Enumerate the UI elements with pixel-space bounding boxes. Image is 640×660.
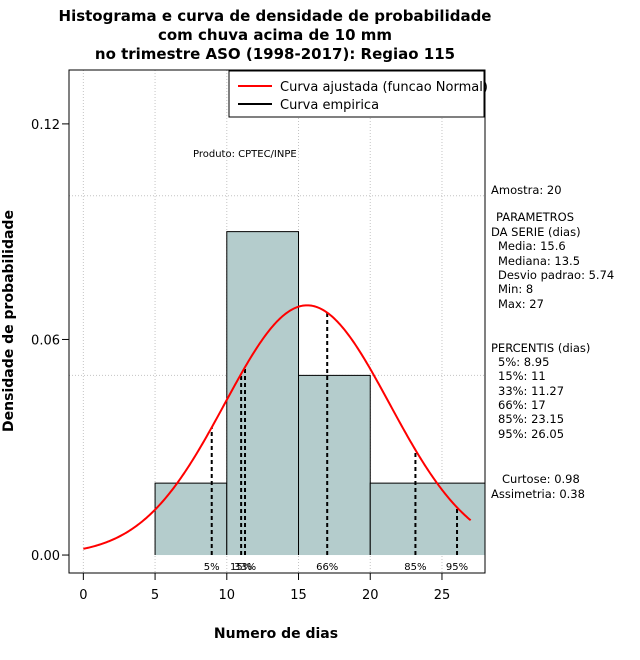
stats-p33: 33%: 11.27 <box>498 384 564 398</box>
product-label: Produto: CPTEC/INPE <box>193 149 297 160</box>
y-tick-label: 0.00 <box>31 549 60 564</box>
legend: Curva ajustada (funcao Normal) Curva emp… <box>228 70 488 118</box>
stats-mediana: Mediana: 13.5 <box>498 254 580 268</box>
stats-p95: 95%: 26.05 <box>498 427 564 441</box>
percentile-label: 66% <box>316 562 338 573</box>
histogram-bar-outline <box>298 374 371 556</box>
normal-curve <box>83 304 472 550</box>
stats-amostra: Amostra: 20 <box>491 183 562 197</box>
stats-min: Min: 8 <box>498 282 533 296</box>
y-axis-label: Densidade de probabilidade <box>1 210 17 432</box>
legend-box <box>228 70 485 118</box>
histogram-bar <box>298 375 371 556</box>
chart-title-line-3: no trimestre ASO (1998-2017): Regiao 115 <box>95 45 455 63</box>
percentile-label: 5% <box>204 562 220 573</box>
chart-title-line-1: Histograma e curva de densidade de proba… <box>59 7 492 25</box>
x-tick-label: 20 <box>362 588 379 603</box>
stats-p15: 15%: 11 <box>498 369 546 383</box>
x-tick-label: 25 <box>434 588 451 603</box>
chart-title-line-2: com chuva acima de 10 mm <box>158 26 392 44</box>
stats-p5: 5%: 8.95 <box>498 355 549 369</box>
x-tick-label: 0 <box>79 588 87 603</box>
normal-curve-layer <box>83 304 472 550</box>
y-tick-label: 0.06 <box>31 333 60 348</box>
histogram-bars <box>154 231 486 556</box>
percentile-lines: 5% 15%33% 66% 85% 95% <box>204 312 468 573</box>
stats-curtose: Curtose: 0.98 <box>502 472 580 486</box>
stats-media: Media: 15.6 <box>498 239 566 253</box>
histogram-bar <box>155 483 227 556</box>
stats-max: Max: 27 <box>498 297 544 311</box>
percentile-label: 95% <box>446 562 468 573</box>
legend-label-fitted: Curva ajustada (funcao Normal) <box>280 80 488 95</box>
x-tick-label: 10 <box>219 588 236 603</box>
percentile-label: 15% <box>230 562 252 573</box>
stats-percentis-header: PERCENTIS (dias) <box>491 341 590 355</box>
histogram-bar <box>226 231 299 556</box>
plot-frame <box>68 69 486 574</box>
percentile-label: 33% <box>234 562 256 573</box>
y-tick-label: 0.12 <box>31 118 60 133</box>
x-axis-label: Numero de dias <box>214 626 338 642</box>
percentile-label: 85% <box>404 562 426 573</box>
stats-p85: 85%: 23.15 <box>498 412 564 426</box>
stats-desvio: Desvio padrao: 5.74 <box>498 268 614 282</box>
stats-params-header-2: DA SERIE (dias) <box>491 225 581 239</box>
stats-p66: 66%: 17 <box>498 398 546 412</box>
x-tick-label: 15 <box>290 588 307 603</box>
stats-params-header-1: PARAMETROS <box>496 210 574 224</box>
stats-panel: Amostra: 20 PARAMETROS DA SERIE (dias) M… <box>491 183 614 501</box>
histogram-bar <box>370 483 485 556</box>
stats-assimetria: Assimetria: 0.38 <box>491 487 585 501</box>
x-tick-label: 5 <box>151 588 159 603</box>
legend-label-empirical: Curva empirica <box>280 98 379 113</box>
